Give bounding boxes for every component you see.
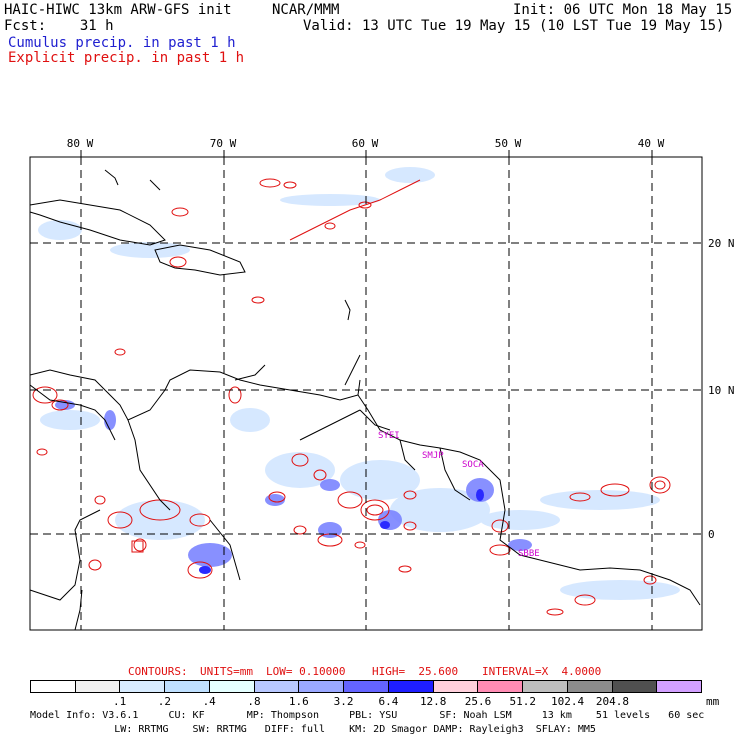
station-label-soca: SOCA	[462, 460, 484, 470]
color-scale-tick-label: .1	[112, 695, 127, 708]
color-scale-cell	[344, 681, 389, 692]
color-scale-tick-label: 102.4	[551, 695, 585, 708]
valid-time: Valid: 13 UTC Tue 19 May 15 (10 LST Tue …	[303, 18, 725, 34]
color-scale-unit: mm	[706, 695, 720, 708]
color-scale-tick-label: .8	[247, 695, 261, 708]
color-scale-tick-label: 12.8	[419, 695, 447, 708]
init-time: Init: 06 UTC Mon 18 May 15	[513, 2, 733, 18]
color-scale-cell	[478, 681, 524, 692]
lon-label-60w: 60 W	[351, 137, 379, 150]
color-scale-cell	[209, 681, 255, 692]
color-scale-tick-label: 1.6	[288, 695, 309, 708]
lat-lon-grid	[30, 157, 702, 630]
station-marker	[131, 540, 144, 553]
color-scale-cell	[388, 681, 434, 692]
contour-info-contours: CONTOURS:	[128, 665, 188, 678]
color-scale-tick-label: 6.4	[378, 695, 399, 708]
color-scale-cell	[433, 681, 479, 692]
model-info-line2: LW: RRTMG SW: RRTMG DIFF: full KM: 2D Sm…	[30, 724, 596, 735]
lon-label-80w: 80 W	[66, 137, 94, 150]
lat-label-10n: 10 N	[708, 384, 735, 397]
color-scale-cell	[567, 681, 613, 692]
color-scale-tick-label: 3.2	[333, 695, 354, 708]
color-scale-cell	[299, 681, 345, 692]
cumulus-legend-label: Cumulus precip. in past 1 h	[8, 35, 236, 51]
model-title: HAIC-HIWC 13km ARW-GFS init	[4, 2, 232, 18]
color-scale-tick-label: 204.8	[595, 695, 629, 708]
color-scale-cell	[120, 681, 166, 692]
color-scale-bar	[30, 680, 702, 693]
color-scale-tick-label: 51.2	[509, 695, 537, 708]
color-scale-cell	[165, 681, 210, 692]
lon-label-50w: 50 W	[494, 137, 522, 150]
org-label: NCAR/MMM	[272, 2, 340, 18]
station-label-syei: SYEI	[378, 431, 400, 441]
color-scale-tick-label: 25.6	[464, 695, 492, 708]
contour-info-interval: INTERVAL=X 4.0000	[482, 665, 602, 678]
color-scale-tick-label: .4	[202, 695, 216, 708]
color-scale-cell	[75, 681, 121, 692]
station-label-sbbe: SBBE	[518, 549, 540, 559]
color-scale-tick-label: .2	[157, 695, 172, 708]
lon-label-40w: 40 W	[637, 137, 665, 150]
explicit-legend-label: Explicit precip. in past 1 h	[8, 50, 245, 66]
color-scale-cell	[523, 681, 568, 692]
contour-info-low: LOW= 0.10000	[266, 665, 346, 678]
contour-info-units: UNITS=mm	[200, 665, 253, 678]
color-scale-cell	[31, 681, 76, 692]
lat-label-0: 0	[708, 528, 715, 541]
lat-label-20n: 20 N	[708, 237, 735, 250]
color-scale-cell	[254, 681, 300, 692]
lon-label-70w: 70 W	[209, 137, 237, 150]
color-scale-cell	[657, 681, 702, 692]
model-info-line1: Model Info: V3.6.1 CU: KF MP: Thompson P…	[30, 710, 705, 721]
station-label-smjp: SMJP	[422, 451, 444, 461]
color-scale-cell	[612, 681, 658, 692]
top-ticks	[80, 150, 653, 157]
forecast-hour: Fcst: 31 h	[4, 18, 114, 34]
precip-shading	[38, 167, 680, 600]
coastlines	[29, 169, 701, 631]
contour-info-high: HIGH= 25.600	[372, 665, 459, 678]
